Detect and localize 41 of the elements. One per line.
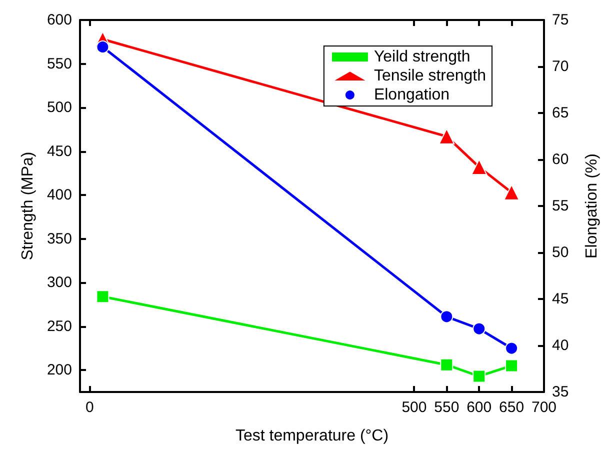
y-tick-label: 200 <box>46 362 72 379</box>
point <box>440 310 454 324</box>
x-axis-title: Test temperature (°C) <box>235 428 389 444</box>
y2-tick-label: 55 <box>552 198 569 214</box>
x-tick-label: 500 <box>402 399 427 416</box>
y2-tick-label: 70 <box>552 58 569 75</box>
y-tick-label: 350 <box>46 230 72 248</box>
point <box>505 342 518 355</box>
legend-label: Yeild strength <box>374 48 470 66</box>
point <box>504 184 520 200</box>
y-tick-label: 250 <box>46 318 72 335</box>
y-tick-label: 600 <box>46 12 72 28</box>
point <box>96 40 110 54</box>
point <box>505 359 518 372</box>
x-tick-label: 650 <box>499 399 524 416</box>
y2-tick-label: 60 <box>552 151 569 168</box>
x-tick-label: 0 <box>86 399 94 416</box>
point <box>472 322 486 336</box>
y2-tick-label: 50 <box>552 244 569 261</box>
point <box>471 159 488 176</box>
point <box>440 358 454 372</box>
y2-tick-label: 45 <box>552 290 569 308</box>
y-tick-label: 550 <box>46 55 72 72</box>
y-tick-label: 400 <box>46 186 72 204</box>
y2-tick-label: 35 <box>552 384 569 400</box>
point <box>96 290 110 304</box>
y2-tick-label: 65 <box>552 104 569 122</box>
y-axis-title: Strength (MPa) <box>20 152 36 260</box>
y-tick-label: 300 <box>46 274 72 292</box>
x-tick-label: 600 <box>466 399 492 416</box>
y2-tick-label: 40 <box>552 337 569 354</box>
legend-label: Tensile strength <box>374 68 486 84</box>
y-tick-label: 450 <box>46 142 72 160</box>
point <box>472 370 486 383</box>
y-tick-label: 500 <box>46 99 72 116</box>
y2-axis-title: Elongation (%) <box>584 154 600 258</box>
y2-tick-label: 75 <box>552 12 569 28</box>
legend-label: Elongation <box>374 86 450 104</box>
point <box>438 128 455 144</box>
x-tick-label: 700 <box>531 399 557 416</box>
x-tick-label: 550 <box>434 399 460 416</box>
